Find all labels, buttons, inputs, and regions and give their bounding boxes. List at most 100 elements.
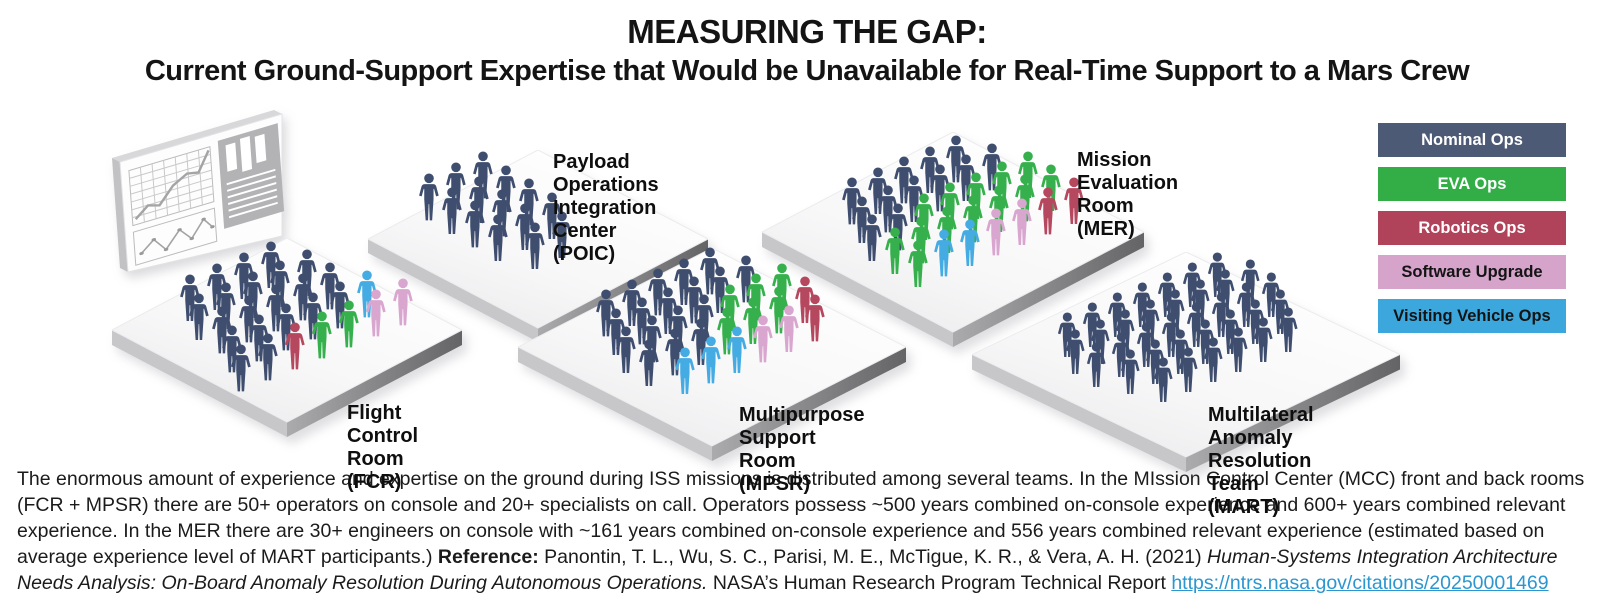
person-nominal (1112, 332, 1131, 377)
person-nominal (648, 268, 668, 316)
person-nominal (622, 279, 642, 327)
person-nominal (862, 214, 882, 262)
person-visiting (934, 229, 954, 277)
person-nominal (710, 266, 730, 313)
legend-item-visiting: Visiting Vehicle Ops (1378, 299, 1566, 333)
person-nominal (189, 293, 209, 341)
person-nominal (674, 258, 694, 306)
person-nominal (691, 318, 711, 366)
person-nominal (736, 255, 756, 303)
person-nominal (465, 200, 485, 248)
person-nominal (852, 196, 872, 244)
person-robotics (795, 276, 815, 324)
legend-item-eva: EVA Ops (1378, 167, 1566, 201)
person-nominal (632, 297, 652, 345)
person-nominal (606, 308, 626, 355)
footer-text: The enormous amount of experience and ex… (17, 466, 1601, 596)
person-nominal (665, 328, 685, 376)
person-nominal (684, 276, 704, 324)
person-nominal (1279, 307, 1298, 352)
person-visiting (701, 336, 721, 384)
person-eva (312, 311, 332, 359)
footer-segment: Human-Systems Integration Architecture N… (17, 546, 1558, 594)
person-software (393, 278, 413, 326)
person-nominal (329, 281, 350, 329)
person-nominal (266, 284, 286, 332)
person-eva (339, 300, 359, 348)
person-eva (885, 227, 905, 275)
person-software (753, 315, 773, 363)
person-software (366, 289, 386, 337)
main-title: MEASURING THE GAP: (627, 13, 987, 50)
person-nominal (231, 344, 251, 392)
person-nominal (920, 146, 940, 194)
person-nominal (233, 252, 254, 300)
report-link[interactable]: https://ntrs.nasa.gov/citations/20250001… (1171, 572, 1549, 594)
person-nominal (596, 289, 616, 337)
person-visiting (675, 347, 695, 394)
person-nominal (1207, 252, 1227, 297)
person-nominal (551, 211, 572, 259)
person-nominal (179, 274, 200, 322)
display-board-graphic (85, 95, 300, 295)
person-visiting (356, 270, 377, 318)
person-visiting (960, 219, 980, 267)
footer-segment: NASA’s Human Research Program Technical … (707, 572, 1172, 594)
mer-label: Mission Evaluation Room (MER) (1077, 149, 1179, 240)
person-nominal (1262, 272, 1281, 317)
person-nominal (868, 167, 888, 215)
person-nominal (275, 303, 296, 351)
reference-label: Reference: (437, 546, 539, 568)
title-block: MEASURING THE GAP: Current Ground-Suppor… (0, 13, 1614, 88)
mart-label: Multilateral Anomaly Resolution Team (MA… (1208, 404, 1314, 518)
person-nominal (658, 287, 678, 334)
poic-label: Payload Operations Integration Center (P… (553, 151, 659, 265)
person-nominal (1170, 329, 1190, 375)
person-visiting (727, 326, 747, 373)
person-nominal (1082, 302, 1102, 347)
person-nominal (442, 187, 462, 235)
person-nominal (639, 339, 659, 387)
person-software (779, 305, 799, 352)
person-nominal (302, 292, 323, 340)
person-nominal (1157, 272, 1177, 317)
person-nominal (956, 154, 976, 202)
person-nominal (842, 177, 862, 225)
legend-label-visiting: Visiting Vehicle Ops (1393, 306, 1551, 325)
footer-segment: Panontin, T. L., Wu, S. C., Parisi, M. E… (538, 546, 1208, 568)
legend-label-robotics: Robotics Ops (1418, 218, 1526, 237)
person-nominal (258, 333, 278, 381)
legend-item-robotics: Robotics Ops (1378, 211, 1566, 245)
person-nominal (1107, 292, 1127, 337)
person-nominal (982, 143, 1002, 191)
person-eva (769, 286, 789, 334)
person-software (986, 208, 1006, 256)
person-nominal (1066, 329, 1085, 375)
board-chart-graphics (129, 123, 285, 265)
person-nominal (239, 295, 259, 343)
person-nominal (206, 263, 227, 311)
person-robotics (285, 322, 305, 370)
person-eva (743, 297, 763, 345)
person-nominal (419, 173, 439, 221)
legend-label-software: Software Upgrade (1401, 262, 1543, 281)
subtitle: Current Ground-Support Expertise that Wo… (144, 55, 1470, 87)
person-nominal (260, 241, 281, 289)
person-nominal (221, 325, 242, 373)
person-nominal (1254, 317, 1273, 362)
footer-segment: The enormous amount of experience and ex… (17, 468, 1585, 568)
person-nominal (1057, 312, 1077, 357)
person-nominal (524, 222, 545, 270)
person-nominal (1162, 312, 1181, 357)
person-nominal (930, 164, 950, 212)
person-nominal (212, 306, 232, 354)
person-eva (717, 307, 737, 355)
person-nominal (1229, 327, 1248, 372)
person-nominal (1270, 289, 1290, 335)
fcr-label: Flight Control Room (FCR) (347, 402, 419, 493)
person-nominal (1179, 347, 1198, 392)
person-nominal (293, 273, 313, 321)
person-nominal (1137, 322, 1156, 367)
